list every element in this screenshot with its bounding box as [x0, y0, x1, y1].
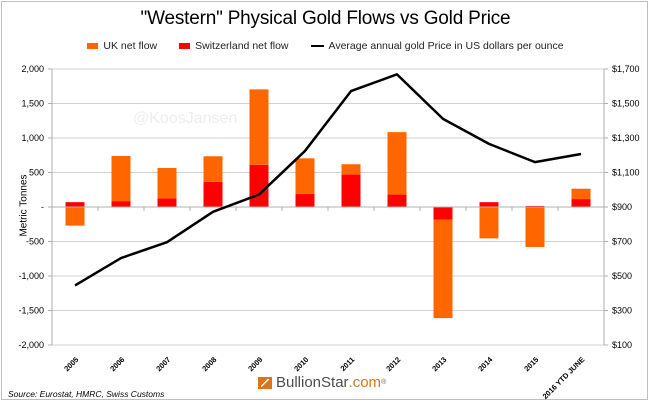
bullionstar-icon: [258, 376, 272, 389]
bar-switzerland: [433, 207, 453, 220]
y2-tick-label: $1,700: [612, 64, 640, 74]
x-tick-label: 2007: [154, 355, 172, 373]
bar-switzerland: [571, 199, 591, 207]
legend: UK net flow Switzerland net flow Average…: [0, 40, 651, 52]
y2-tick-label: $700: [612, 237, 632, 247]
bar-uk: [203, 156, 223, 182]
bar-switzerland: [387, 194, 407, 207]
bar-uk: [387, 132, 407, 195]
bar-uk: [157, 168, 177, 199]
y-tick-label: -1,000: [18, 271, 44, 281]
y2-tick-label: $1,100: [612, 168, 640, 178]
bar-switzerland: [295, 193, 315, 207]
bar-switzerland: [65, 202, 85, 207]
legend-item-uk: UK net flow: [87, 40, 157, 52]
y-tick-label: -: [41, 202, 44, 212]
source-note: Source: Eurostat, HMRC, Swiss Customs: [8, 389, 165, 399]
bar-switzerland: [203, 181, 223, 207]
bar-uk: [295, 158, 315, 194]
y-tick-label: 1,500: [21, 99, 44, 109]
legend-label-uk: UK net flow: [103, 40, 158, 52]
x-tick-label: 2011: [339, 355, 357, 373]
x-tick-label: 2006: [108, 355, 126, 373]
y2-tick-label: $300: [612, 306, 632, 316]
bar-uk: [525, 207, 545, 248]
bar-switzerland: [111, 201, 131, 207]
bar-switzerland: [479, 202, 499, 207]
y-tick-label: 2,000: [21, 64, 44, 74]
y2-tick-label: $100: [612, 340, 632, 350]
y2-tick-label: $1,500: [612, 99, 640, 109]
y2-tick-label: $900: [612, 202, 632, 212]
brand-domain: .com: [348, 374, 382, 391]
x-tick-label: 2012: [384, 355, 402, 373]
y-tick-label: 1,000: [21, 133, 44, 143]
price-line: [74, 73, 582, 287]
legend-swatch-uk: [87, 43, 99, 49]
x-tick-label: 2005: [62, 355, 80, 373]
bar-switzerland: [525, 205, 545, 207]
y-tick-label: -1,500: [18, 306, 44, 316]
legend-item-swiss: Switzerland net flow: [179, 40, 289, 52]
bar-switzerland: [249, 164, 269, 207]
bar-uk: [571, 188, 591, 200]
watermark: @KoosJansen: [133, 110, 238, 127]
y2-tick-label: $500: [612, 271, 632, 281]
x-tick-label: 2016 YTD JUNE: [541, 355, 587, 401]
chart-title: "Western" Physical Gold Flows vs Gold Pr…: [140, 8, 511, 29]
y-tick-label: -500: [26, 237, 44, 247]
bar-uk: [65, 207, 85, 226]
x-tick-label: 2014: [476, 354, 495, 373]
x-tick-label: 2009: [246, 355, 264, 373]
x-tick-label: 2013: [430, 355, 448, 373]
brand-registered: ®: [381, 379, 387, 386]
bar-uk: [249, 89, 269, 165]
brand-name: BullionStar: [276, 374, 349, 391]
legend-swatch-swiss: [179, 43, 191, 49]
bar-uk: [341, 164, 361, 175]
bar-uk: [479, 207, 499, 239]
x-tick-label: 2015: [522, 355, 540, 373]
legend-item-price: Average annual gold Price in US dollars …: [310, 40, 564, 52]
legend-label-price: Average annual gold Price in US dollars …: [328, 40, 564, 52]
y-tick-label: 500: [29, 168, 44, 178]
bar-switzerland: [341, 174, 361, 207]
bar-uk: [433, 219, 453, 319]
x-tick-label: 2010: [292, 355, 310, 373]
x-tick-label: 2008: [200, 355, 218, 373]
y2-tick-label: $1,300: [612, 133, 640, 143]
bar-switzerland: [157, 198, 177, 207]
bar-uk: [111, 155, 131, 202]
y-tick-label: -2,000: [18, 340, 44, 350]
legend-label-swiss: Switzerland net flow: [195, 40, 289, 52]
legend-swatch-price: [310, 45, 324, 47]
brand-logo: BullionStar .com ®: [258, 374, 386, 391]
